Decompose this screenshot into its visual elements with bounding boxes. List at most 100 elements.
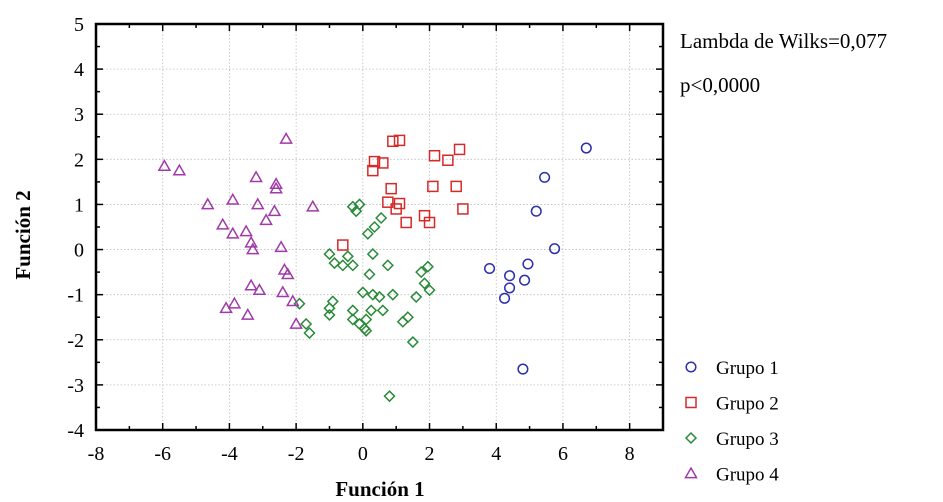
data-point-group-3 <box>383 390 396 403</box>
data-point-group-3 <box>365 304 378 317</box>
data-point-group-3 <box>350 205 363 218</box>
data-point-group-3 <box>366 248 379 261</box>
data-point-group-3 <box>346 313 359 326</box>
data-point-group-4 <box>219 301 233 314</box>
series-group-2 <box>337 134 469 251</box>
data-point-group-3 <box>421 260 434 273</box>
data-point-group-1 <box>519 274 531 286</box>
series-group-3 <box>293 198 436 403</box>
x-axis-title: Función 1 <box>335 477 424 501</box>
data-point-group-4 <box>267 204 282 217</box>
data-point-group-3 <box>381 259 394 272</box>
data-point-group-4 <box>227 296 242 309</box>
data-point-group-1 <box>522 258 534 270</box>
data-point-group-3 <box>336 259 349 272</box>
data-point-group-4 <box>306 199 320 212</box>
data-point-group-3 <box>356 286 369 299</box>
data-point-group-3 <box>300 317 313 331</box>
x-tick-label: -8 <box>88 443 105 465</box>
data-point-group-4 <box>172 163 187 176</box>
y-tick-label: -1 <box>67 285 84 307</box>
data-point-group-3 <box>396 315 409 328</box>
plot-frame <box>94 22 665 432</box>
data-point-group-3 <box>360 324 373 337</box>
data-point-group-3 <box>368 220 381 234</box>
data-point-group-1 <box>580 142 592 154</box>
data-point-group-3 <box>410 290 423 303</box>
data-point-group-4 <box>275 285 290 298</box>
data-point-group-4 <box>279 132 293 144</box>
data-point-group-3 <box>386 288 399 301</box>
legend-marker-group-2 <box>685 396 697 409</box>
data-point-group-2 <box>393 134 406 147</box>
data-point-group-3 <box>366 288 379 301</box>
data-point-group-4 <box>285 294 300 307</box>
series-group-4 <box>157 132 320 329</box>
data-point-group-3 <box>375 211 388 225</box>
data-point-group-1 <box>484 262 496 275</box>
data-point-group-4 <box>269 177 283 190</box>
y-tick-label: 4 <box>74 59 84 81</box>
y-tick-label: 2 <box>74 149 84 171</box>
y-tick-label: 1 <box>74 194 84 216</box>
data-point-group-4 <box>240 307 255 320</box>
data-point-group-2 <box>368 155 381 168</box>
data-point-group-4 <box>245 242 260 255</box>
data-point-group-3 <box>423 284 436 297</box>
y-tick-label: -4 <box>67 420 84 442</box>
data-point-group-4 <box>244 278 258 291</box>
data-point-group-3 <box>341 250 354 263</box>
data-point-group-4 <box>252 283 267 296</box>
data-point-group-3 <box>346 200 359 213</box>
data-point-group-3 <box>415 266 428 279</box>
data-point-group-4 <box>259 213 273 226</box>
data-point-group-3 <box>326 295 339 308</box>
data-point-group-3 <box>376 304 389 317</box>
data-point-group-1 <box>549 243 561 255</box>
data-point-group-3 <box>418 277 431 290</box>
data-point-group-4 <box>200 197 215 210</box>
data-point-group-2 <box>428 149 441 162</box>
legend-label-group-3: Grupo 3 <box>716 429 779 450</box>
data-point-group-1 <box>504 270 516 282</box>
legend-marker-group-3 <box>684 431 698 445</box>
data-point-group-1 <box>539 171 551 183</box>
data-point-group-3 <box>346 259 359 272</box>
data-point-group-2 <box>387 135 399 148</box>
data-point-group-3 <box>406 335 419 349</box>
data-point-group-2 <box>385 182 397 195</box>
x-tick-label: 4 <box>491 443 501 465</box>
data-point-group-2 <box>453 143 466 156</box>
legend-item-group-4: Grupo 4 <box>684 465 779 486</box>
x-tick-label: -2 <box>288 443 305 465</box>
y-tick-label: 3 <box>74 104 84 126</box>
grid <box>96 24 663 430</box>
x-tick-label: -6 <box>154 443 171 465</box>
data-point-group-2 <box>400 216 412 229</box>
axes: -8 -6 -4 -2 0 2 4 6 8 -4 -3 -2 -1 0 1 2 3 4 5 <box>67 14 664 465</box>
legend-marker-group-1 <box>685 361 697 373</box>
data-point-group-4 <box>225 192 240 205</box>
y-tick-label: -3 <box>67 375 84 397</box>
data-point-group-4 <box>289 316 303 329</box>
series-group-1 <box>484 142 592 375</box>
data-point-group-2 <box>457 203 469 215</box>
data-point-group-2 <box>382 196 394 208</box>
y-tick-label: 5 <box>74 14 84 36</box>
data-point-group-3 <box>361 227 374 240</box>
legend-item-group-2: Grupo 2 <box>685 394 779 415</box>
data-point-group-3 <box>323 248 336 261</box>
legend-label-group-4: Grupo 4 <box>716 465 779 486</box>
data-point-group-2 <box>450 180 462 193</box>
data-point-group-2 <box>390 203 402 215</box>
data-point-group-1 <box>499 292 511 304</box>
data-point-group-3 <box>328 257 341 270</box>
data-point-group-4 <box>249 170 263 183</box>
data-points <box>157 132 592 403</box>
data-point-group-3 <box>303 326 316 340</box>
x-tick-label: -4 <box>221 443 238 465</box>
data-point-group-2 <box>442 154 454 166</box>
data-point-group-2 <box>427 180 439 193</box>
data-point-group-1 <box>504 282 516 294</box>
data-point-group-4 <box>225 226 240 239</box>
